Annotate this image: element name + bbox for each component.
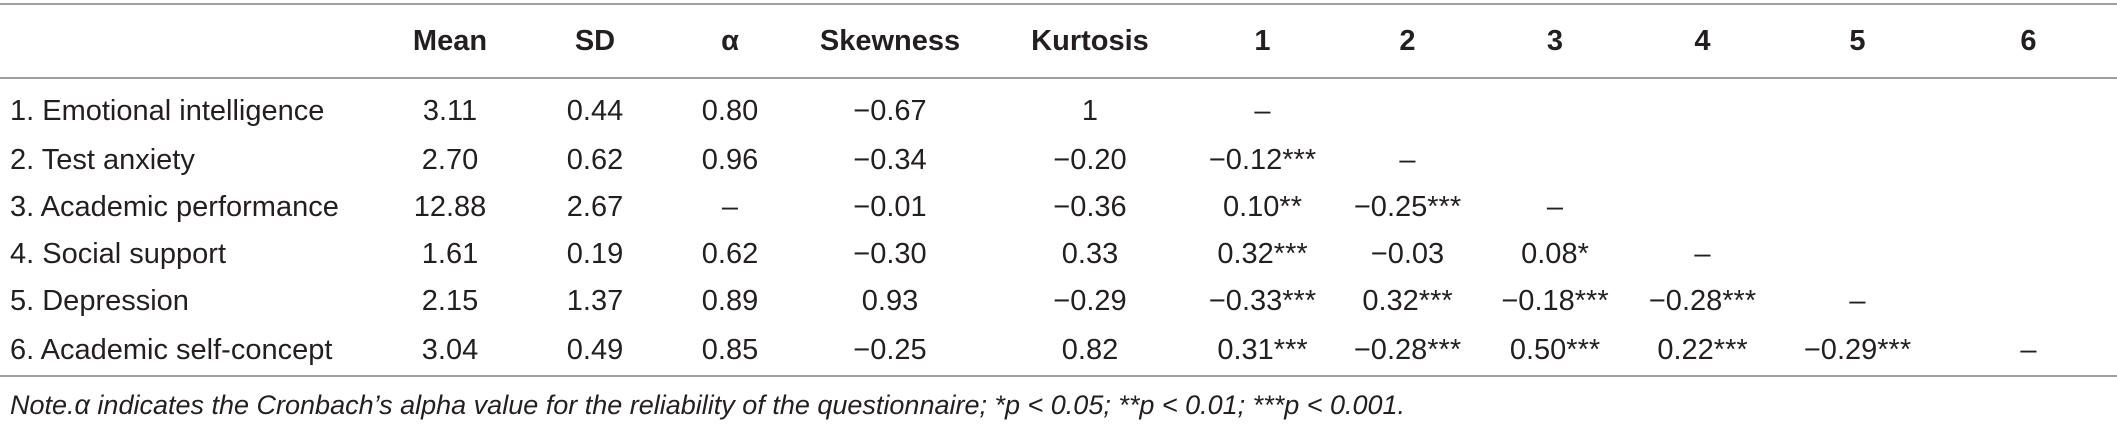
cell-skewness: −0.25 [790, 325, 990, 377]
cell-skewness: 0.93 [861, 285, 919, 317]
row-label: 4. Social support [10, 238, 227, 270]
header-corr-2: 2 [1335, 3, 1480, 79]
cell-corr-2 [1335, 78, 1480, 137]
cell-kurtosis: −0.36 [1053, 191, 1127, 223]
cell-corr-4: – [1694, 238, 1711, 270]
cell-corr-4 [1630, 78, 1775, 137]
cell-corr-6 [1940, 137, 2117, 184]
row-label: 2. Test anxiety [10, 144, 195, 176]
header-row: Mean SD α Skewness Kurtosis 1 2 3 4 5 6 [0, 3, 2117, 79]
cell-corr-6 [1940, 278, 2117, 325]
cell-corr-3 [1480, 137, 1630, 184]
cell-sd: 2.67 [566, 191, 624, 223]
header-kurtosis: Kurtosis [990, 3, 1190, 79]
cell-kurtosis: 0.33 [1061, 238, 1119, 270]
header-corr-1: 1 [1190, 3, 1335, 79]
cell-corr-4: −0.28*** [1648, 285, 1757, 317]
cell-mean: 3.11 [422, 94, 478, 127]
cell-corr-6: – [1940, 325, 2117, 377]
cell-sd: 0.19 [566, 238, 624, 270]
descriptive-statistics-table: Mean SD α Skewness Kurtosis 1 2 3 4 5 6 … [0, 3, 2117, 377]
cell-corr-5: – [1849, 285, 1866, 317]
cell-sd: 0.49 [520, 325, 670, 377]
cell-corr-2: −0.03 [1370, 238, 1445, 270]
cell-corr-1: −0.12*** [1208, 144, 1317, 176]
cell-corr-3: −0.18*** [1501, 285, 1609, 317]
table-row: 4. Social support 1.61 0.19 0.62 −0.30 0… [0, 231, 2117, 278]
cell-corr-3 [1480, 78, 1630, 137]
row-label: 1. Emotional intelligence [10, 94, 325, 127]
cell-corr-5 [1775, 137, 1940, 184]
cell-alpha: 0.96 [701, 144, 759, 176]
cell-kurtosis: 0.82 [990, 325, 1190, 377]
cell-corr-1: −0.33*** [1208, 285, 1317, 317]
cell-skewness: −0.67 [853, 94, 927, 127]
cell-kurtosis: −0.20 [1053, 144, 1127, 176]
cell-kurtosis: 1 [1081, 94, 1099, 127]
cell-corr-4 [1630, 137, 1775, 184]
cell-corr-6 [1940, 184, 2117, 231]
table-note: Note.α indicates the Cronbach’s alpha va… [10, 390, 1406, 420]
header-corr-5: 5 [1775, 3, 1940, 79]
table-row: 5. Depression 2.15 1.37 0.89 0.93 −0.29 … [0, 278, 2117, 325]
cell-sd: 0.62 [566, 144, 624, 176]
header-alpha: α [670, 3, 790, 79]
header-corr-4: 4 [1630, 3, 1775, 79]
cell-corr-2: −0.25*** [1353, 191, 1462, 223]
cell-corr-4: 0.22*** [1630, 325, 1775, 377]
cell-corr-1: 0.10** [1222, 191, 1302, 223]
cell-corr-3: 0.50*** [1480, 325, 1630, 377]
cell-corr-4 [1630, 184, 1775, 231]
cell-mean: 1.61 [421, 238, 479, 270]
cell-corr-6 [1940, 231, 2117, 278]
table-row: 2. Test anxiety 2.70 0.62 0.96 −0.34 −0.… [0, 137, 2117, 184]
row-label: 3. Academic performance [10, 191, 339, 223]
cell-corr-5 [1775, 184, 1940, 231]
cell-corr-2: 0.32*** [1362, 285, 1453, 317]
cell-alpha: 0.62 [701, 238, 759, 270]
cell-alpha: – [721, 191, 739, 223]
table-row: 3. Academic performance 12.88 2.67 – −0.… [0, 184, 2117, 231]
cell-skewness: −0.30 [853, 238, 927, 270]
cell-mean: 12.88 [413, 191, 487, 223]
cell-corr-2: – [1399, 144, 1416, 176]
row-label: 6. Academic self-concept [0, 325, 380, 377]
cell-sd: 1.37 [566, 285, 624, 317]
cell-corr-5: −0.29*** [1775, 325, 1940, 377]
cell-sd: 0.44 [566, 94, 624, 127]
cell-kurtosis: −0.29 [1053, 285, 1127, 317]
header-sd: SD [520, 3, 670, 79]
cell-skewness: −0.01 [853, 191, 927, 223]
table-row: 6. Academic self-concept 3.04 0.49 0.85 … [0, 325, 2117, 377]
cell-corr-6 [1940, 78, 2117, 137]
cell-corr-3: 0.08* [1521, 238, 1589, 270]
cell-corr-1: – [1254, 94, 1271, 127]
cell-corr-3: – [1546, 191, 1564, 223]
cell-mean: 2.70 [421, 144, 479, 176]
cell-alpha: 0.85 [670, 325, 790, 377]
header-skewness: Skewness [790, 3, 990, 79]
cell-skewness: −0.34 [853, 144, 927, 176]
cell-mean: 3.04 [380, 325, 520, 377]
cell-corr-1: 0.31*** [1190, 325, 1335, 377]
header-cell [0, 3, 380, 79]
cell-corr-5 [1775, 78, 1940, 137]
cell-alpha: 0.89 [701, 285, 759, 317]
cell-corr-1: 0.32*** [1217, 238, 1308, 270]
cell-alpha: 0.80 [701, 94, 759, 127]
header-corr-6: 6 [1940, 3, 2117, 79]
cell-mean: 2.15 [421, 285, 479, 317]
header-corr-3: 3 [1480, 3, 1630, 79]
row-label: 5. Depression [10, 285, 189, 317]
table-row: 1. Emotional intelligence 3.11 0.44 0.80… [0, 78, 2117, 137]
cell-corr-5 [1775, 231, 1940, 278]
header-mean: Mean [380, 3, 520, 79]
cell-corr-2: −0.28*** [1335, 325, 1480, 377]
